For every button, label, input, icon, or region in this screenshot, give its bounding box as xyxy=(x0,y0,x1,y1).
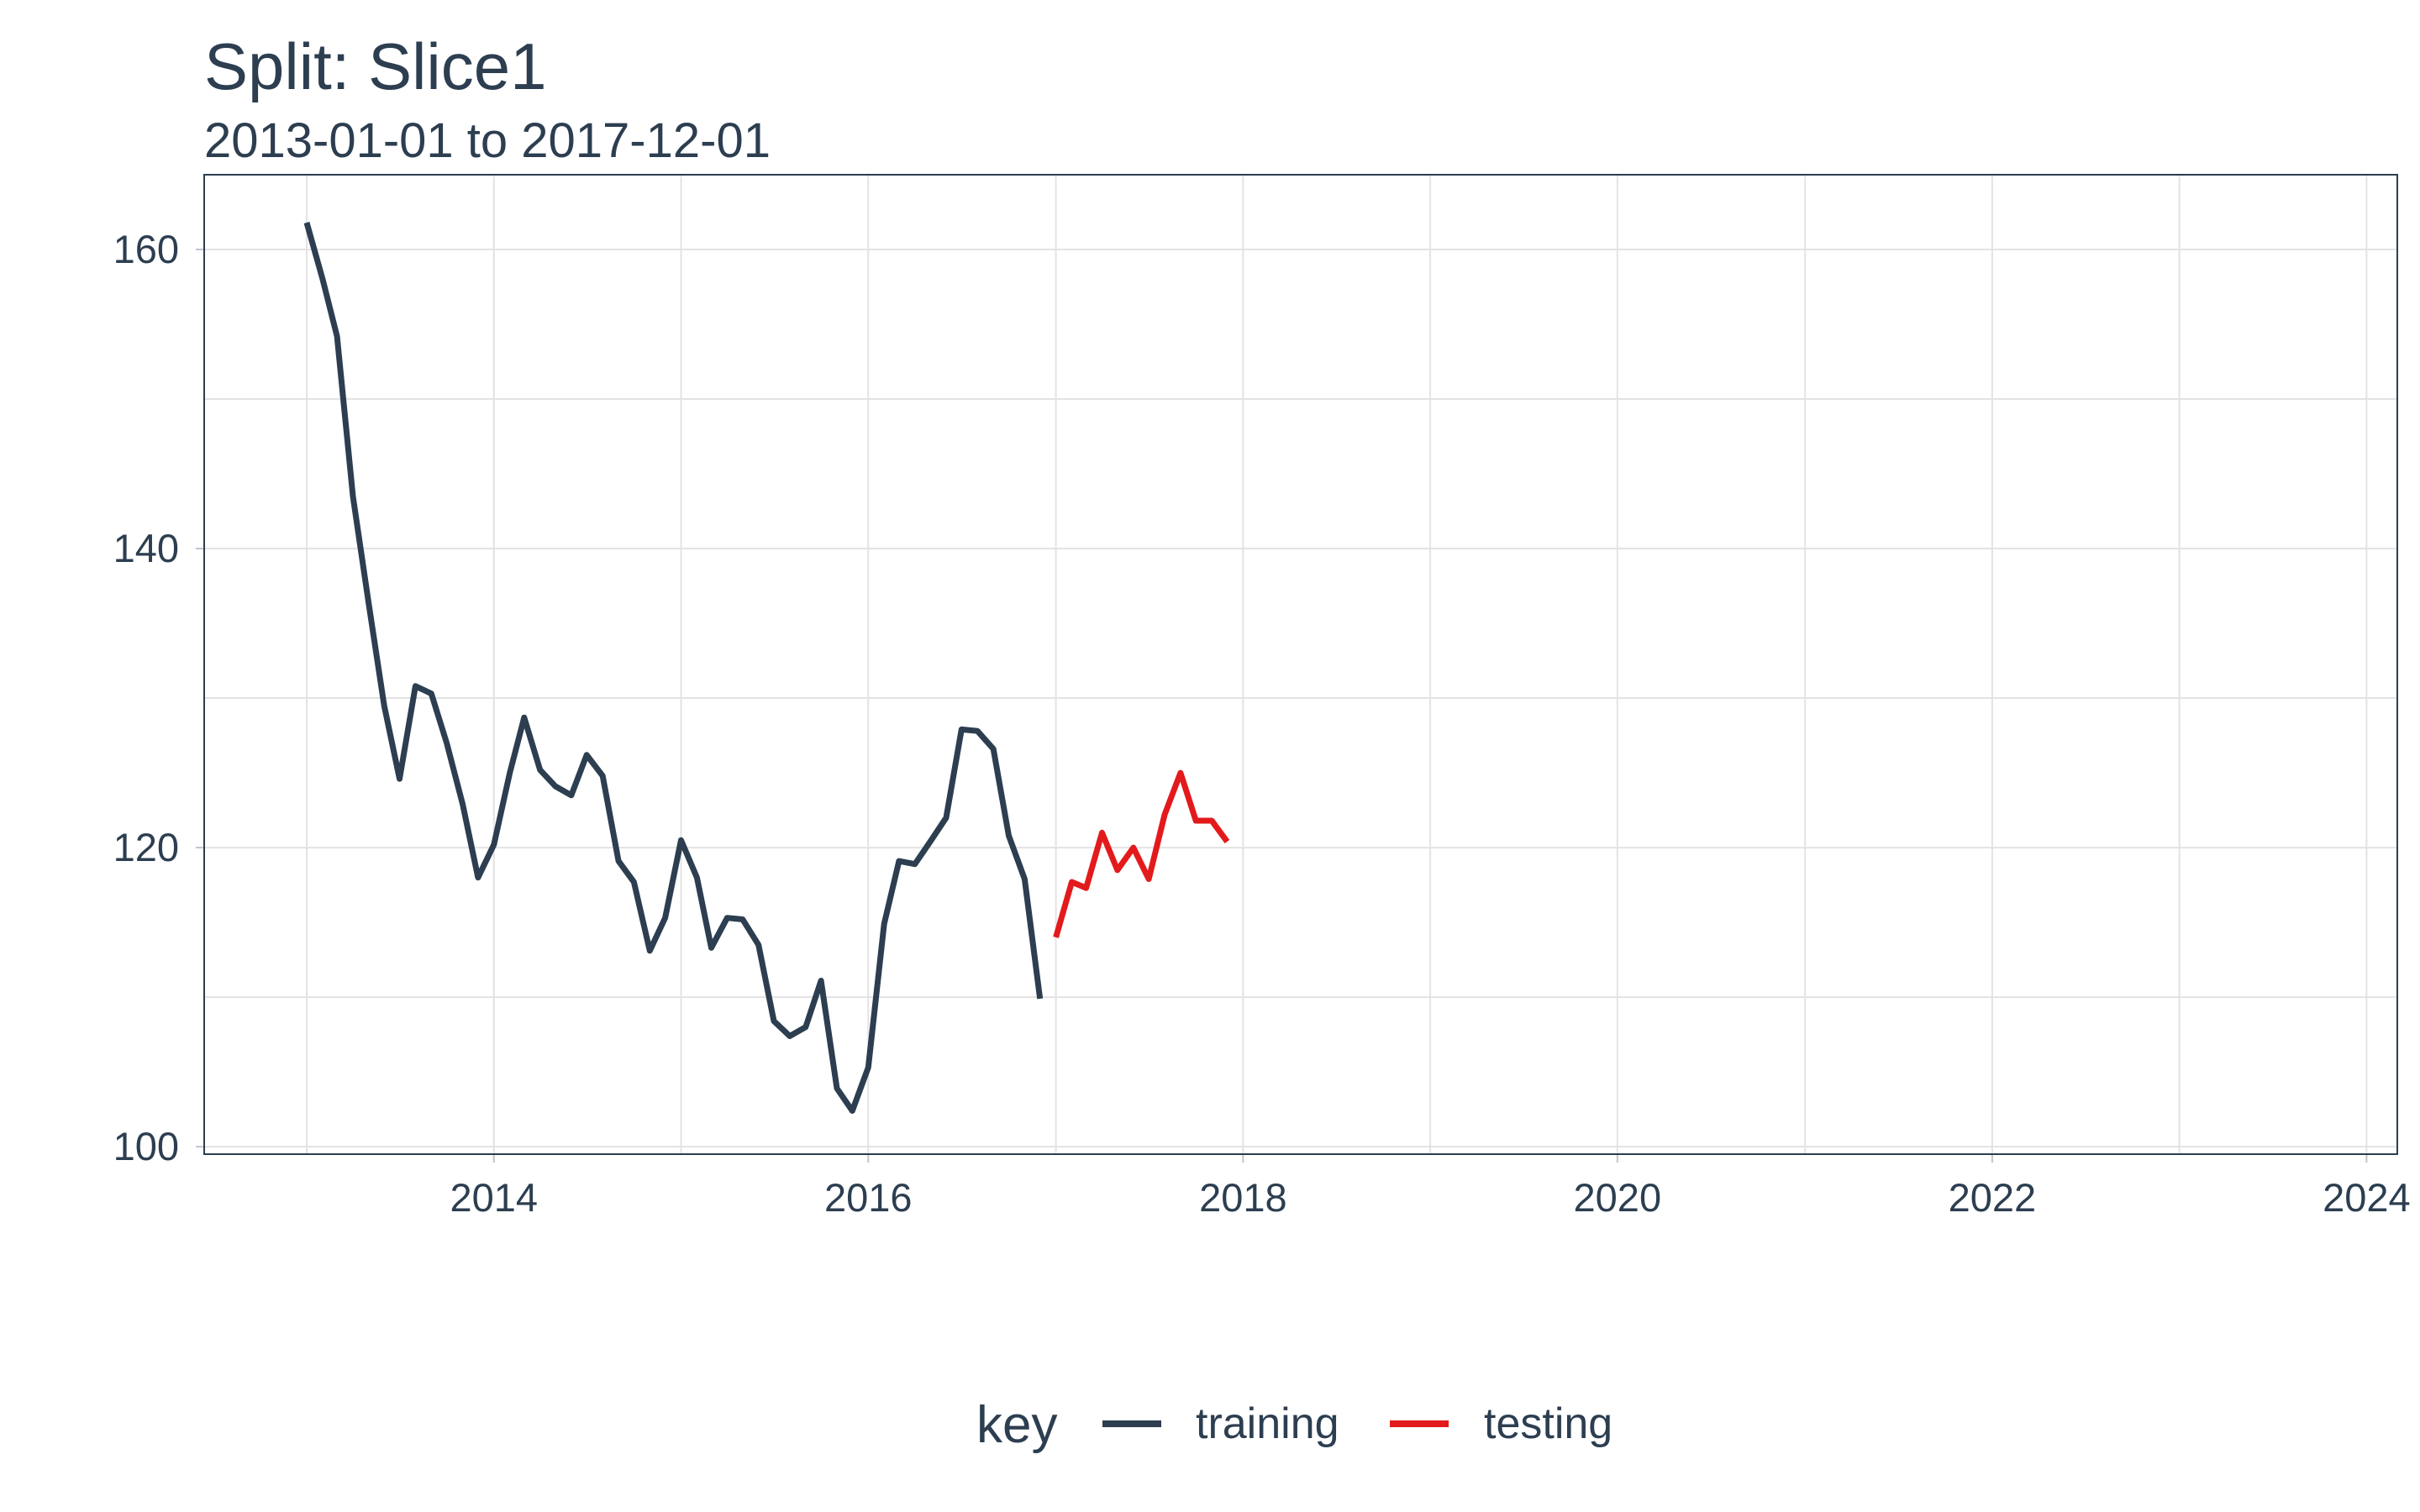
legend-title: key xyxy=(976,1396,1057,1454)
x-tick-label: 2018 xyxy=(1199,1175,1287,1220)
x-tick-label: 2024 xyxy=(2323,1175,2411,1220)
y-axis: 100 120 140 160 xyxy=(113,227,204,1168)
series-line-training xyxy=(303,222,1044,1114)
plot-series xyxy=(303,222,1230,1114)
y-tick-label: 100 xyxy=(113,1124,179,1168)
x-tick-label: 2014 xyxy=(450,1175,539,1220)
y-tick-label: 120 xyxy=(113,825,179,869)
y-tick-label: 140 xyxy=(113,526,179,570)
legend: key training testing xyxy=(976,1396,1612,1454)
series-line-testing xyxy=(1053,769,1230,938)
legend-label-testing: testing xyxy=(1484,1399,1612,1448)
x-tick-label: 2020 xyxy=(1574,1175,1662,1220)
legend-label-training: training xyxy=(1196,1399,1339,1448)
x-tick-label: 2022 xyxy=(1949,1175,2037,1220)
chart-subtitle: 2013-01-01 to 2017-12-01 xyxy=(204,113,771,168)
plot-panel-border xyxy=(203,174,2398,1155)
x-tick-label: 2016 xyxy=(824,1175,913,1220)
chart-title: Split: Slice1 xyxy=(204,29,547,103)
x-axis: 2014 2016 2018 2020 2022 2024 xyxy=(450,1154,2411,1220)
gridlines xyxy=(204,175,2397,1154)
y-tick-label: 160 xyxy=(113,227,179,271)
